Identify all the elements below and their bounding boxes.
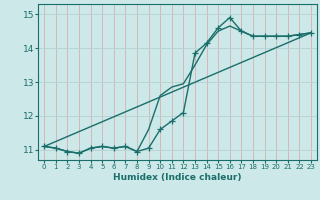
- X-axis label: Humidex (Indice chaleur): Humidex (Indice chaleur): [113, 173, 242, 182]
